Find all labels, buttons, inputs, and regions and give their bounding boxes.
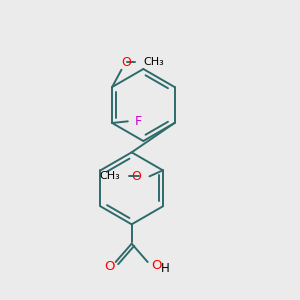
Text: O: O <box>131 170 141 183</box>
Text: CH₃: CH₃ <box>143 57 164 67</box>
Text: O: O <box>121 56 131 69</box>
Text: CH₃: CH₃ <box>100 171 121 181</box>
Text: F: F <box>135 115 142 128</box>
Text: O: O <box>151 259 161 272</box>
Text: O: O <box>104 260 115 272</box>
Text: H: H <box>161 262 170 275</box>
